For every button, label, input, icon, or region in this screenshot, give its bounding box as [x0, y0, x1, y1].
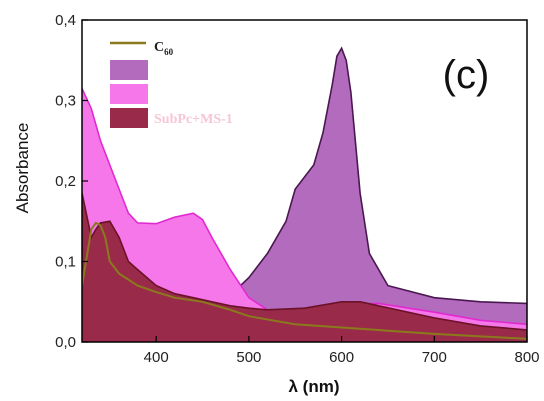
x-tick-label: 400 — [144, 349, 169, 366]
series-area-ms-1 — [82, 88, 527, 342]
legend-label-c60: C60 — [154, 40, 174, 57]
legend-swatch-subpc-ms-1 — [110, 108, 148, 128]
y-axis-ticks: 0,0 0,1 0,2 0,3 0,4 — [55, 12, 88, 351]
x-tick-label: 500 — [236, 349, 261, 366]
series-area-subpc — [82, 48, 527, 342]
y-tick-label: 0,2 — [55, 173, 76, 190]
panel-label: (c) — [443, 53, 490, 97]
legend-swatch-ms-1 — [110, 84, 148, 104]
series-area-subpc-ms-1 — [82, 193, 527, 342]
legend-label-subpc: SubPc — [154, 64, 192, 79]
x-tick-label: 700 — [422, 349, 447, 366]
y-tick-label: 0,4 — [55, 12, 76, 29]
plot-areas — [82, 46, 527, 342]
x-tick-label: 800 — [514, 349, 539, 366]
legend-swatch-subpc — [110, 60, 148, 80]
x-axis-title: λ (nm) — [289, 377, 340, 396]
series-line-c60 — [82, 221, 527, 340]
legend-label-subpc-ms-1: SubPc+MS-1 — [154, 112, 233, 127]
y-axis-title: Absorbance — [13, 123, 32, 214]
y-tick-label: 0,3 — [55, 93, 76, 110]
legend: C60 SubPc MS-1 SubPc+MS-1 — [110, 40, 233, 128]
y-tick-label: 0,0 — [55, 334, 76, 351]
y-tick-label: 0,1 — [55, 254, 76, 271]
legend-label-ms-1: MS-1 — [154, 88, 187, 103]
series-line-subpc-ms-1 — [82, 192, 527, 331]
x-tick-label: 600 — [329, 349, 354, 366]
x-axis-ticks: 400 500 600 700 800 — [144, 336, 540, 366]
